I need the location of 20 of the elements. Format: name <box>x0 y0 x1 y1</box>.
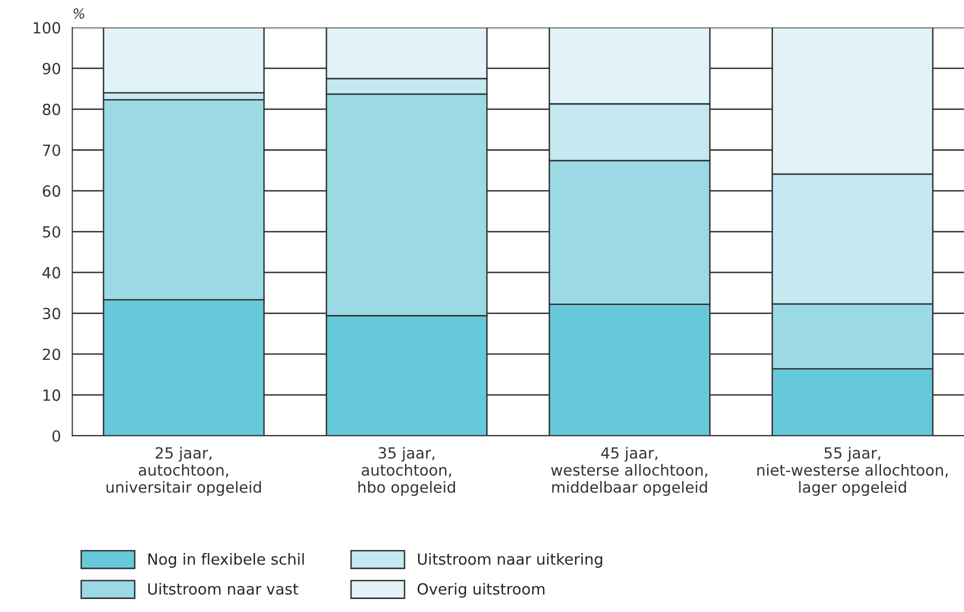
y-tick-label: 80 <box>42 104 60 116</box>
legend-label: Uitstroom naar uitkering <box>418 553 602 568</box>
y-tick-label: 20 <box>42 348 60 360</box>
legend-label: Overig uitstroom <box>418 582 544 598</box>
y-tick-label: 70 <box>43 144 60 156</box>
legend-label: Nog in flexibele schil <box>148 553 304 568</box>
y-tick-label: 40 <box>42 266 60 278</box>
y-axis-title: % <box>74 8 84 19</box>
x-tick-label: 35 jaar, autochtoon, hbo opgeleid <box>358 446 455 496</box>
y-tick-label: 30 <box>42 308 60 320</box>
y-tick-label: 10 <box>43 389 60 401</box>
y-tick-label: 100 <box>34 22 60 34</box>
x-tick-label: 45 jaar, westerse allochtoon, middelbaar opgeleid <box>551 446 708 496</box>
x-tick-label: 25 jaar, autochtoon, universitair opgeleid <box>106 446 261 496</box>
y-tick-label: 50 <box>42 226 60 238</box>
y-tick-label: 60 <box>42 185 60 197</box>
legend-label: Uitstroom naar vast <box>148 582 298 595</box>
y-tick-label: 0 <box>52 430 60 442</box>
x-tick-label: 55 jaar, niet-westerse allochtoon, lager opgeleid <box>757 446 948 496</box>
y-tick-label: 90 <box>42 62 60 74</box>
